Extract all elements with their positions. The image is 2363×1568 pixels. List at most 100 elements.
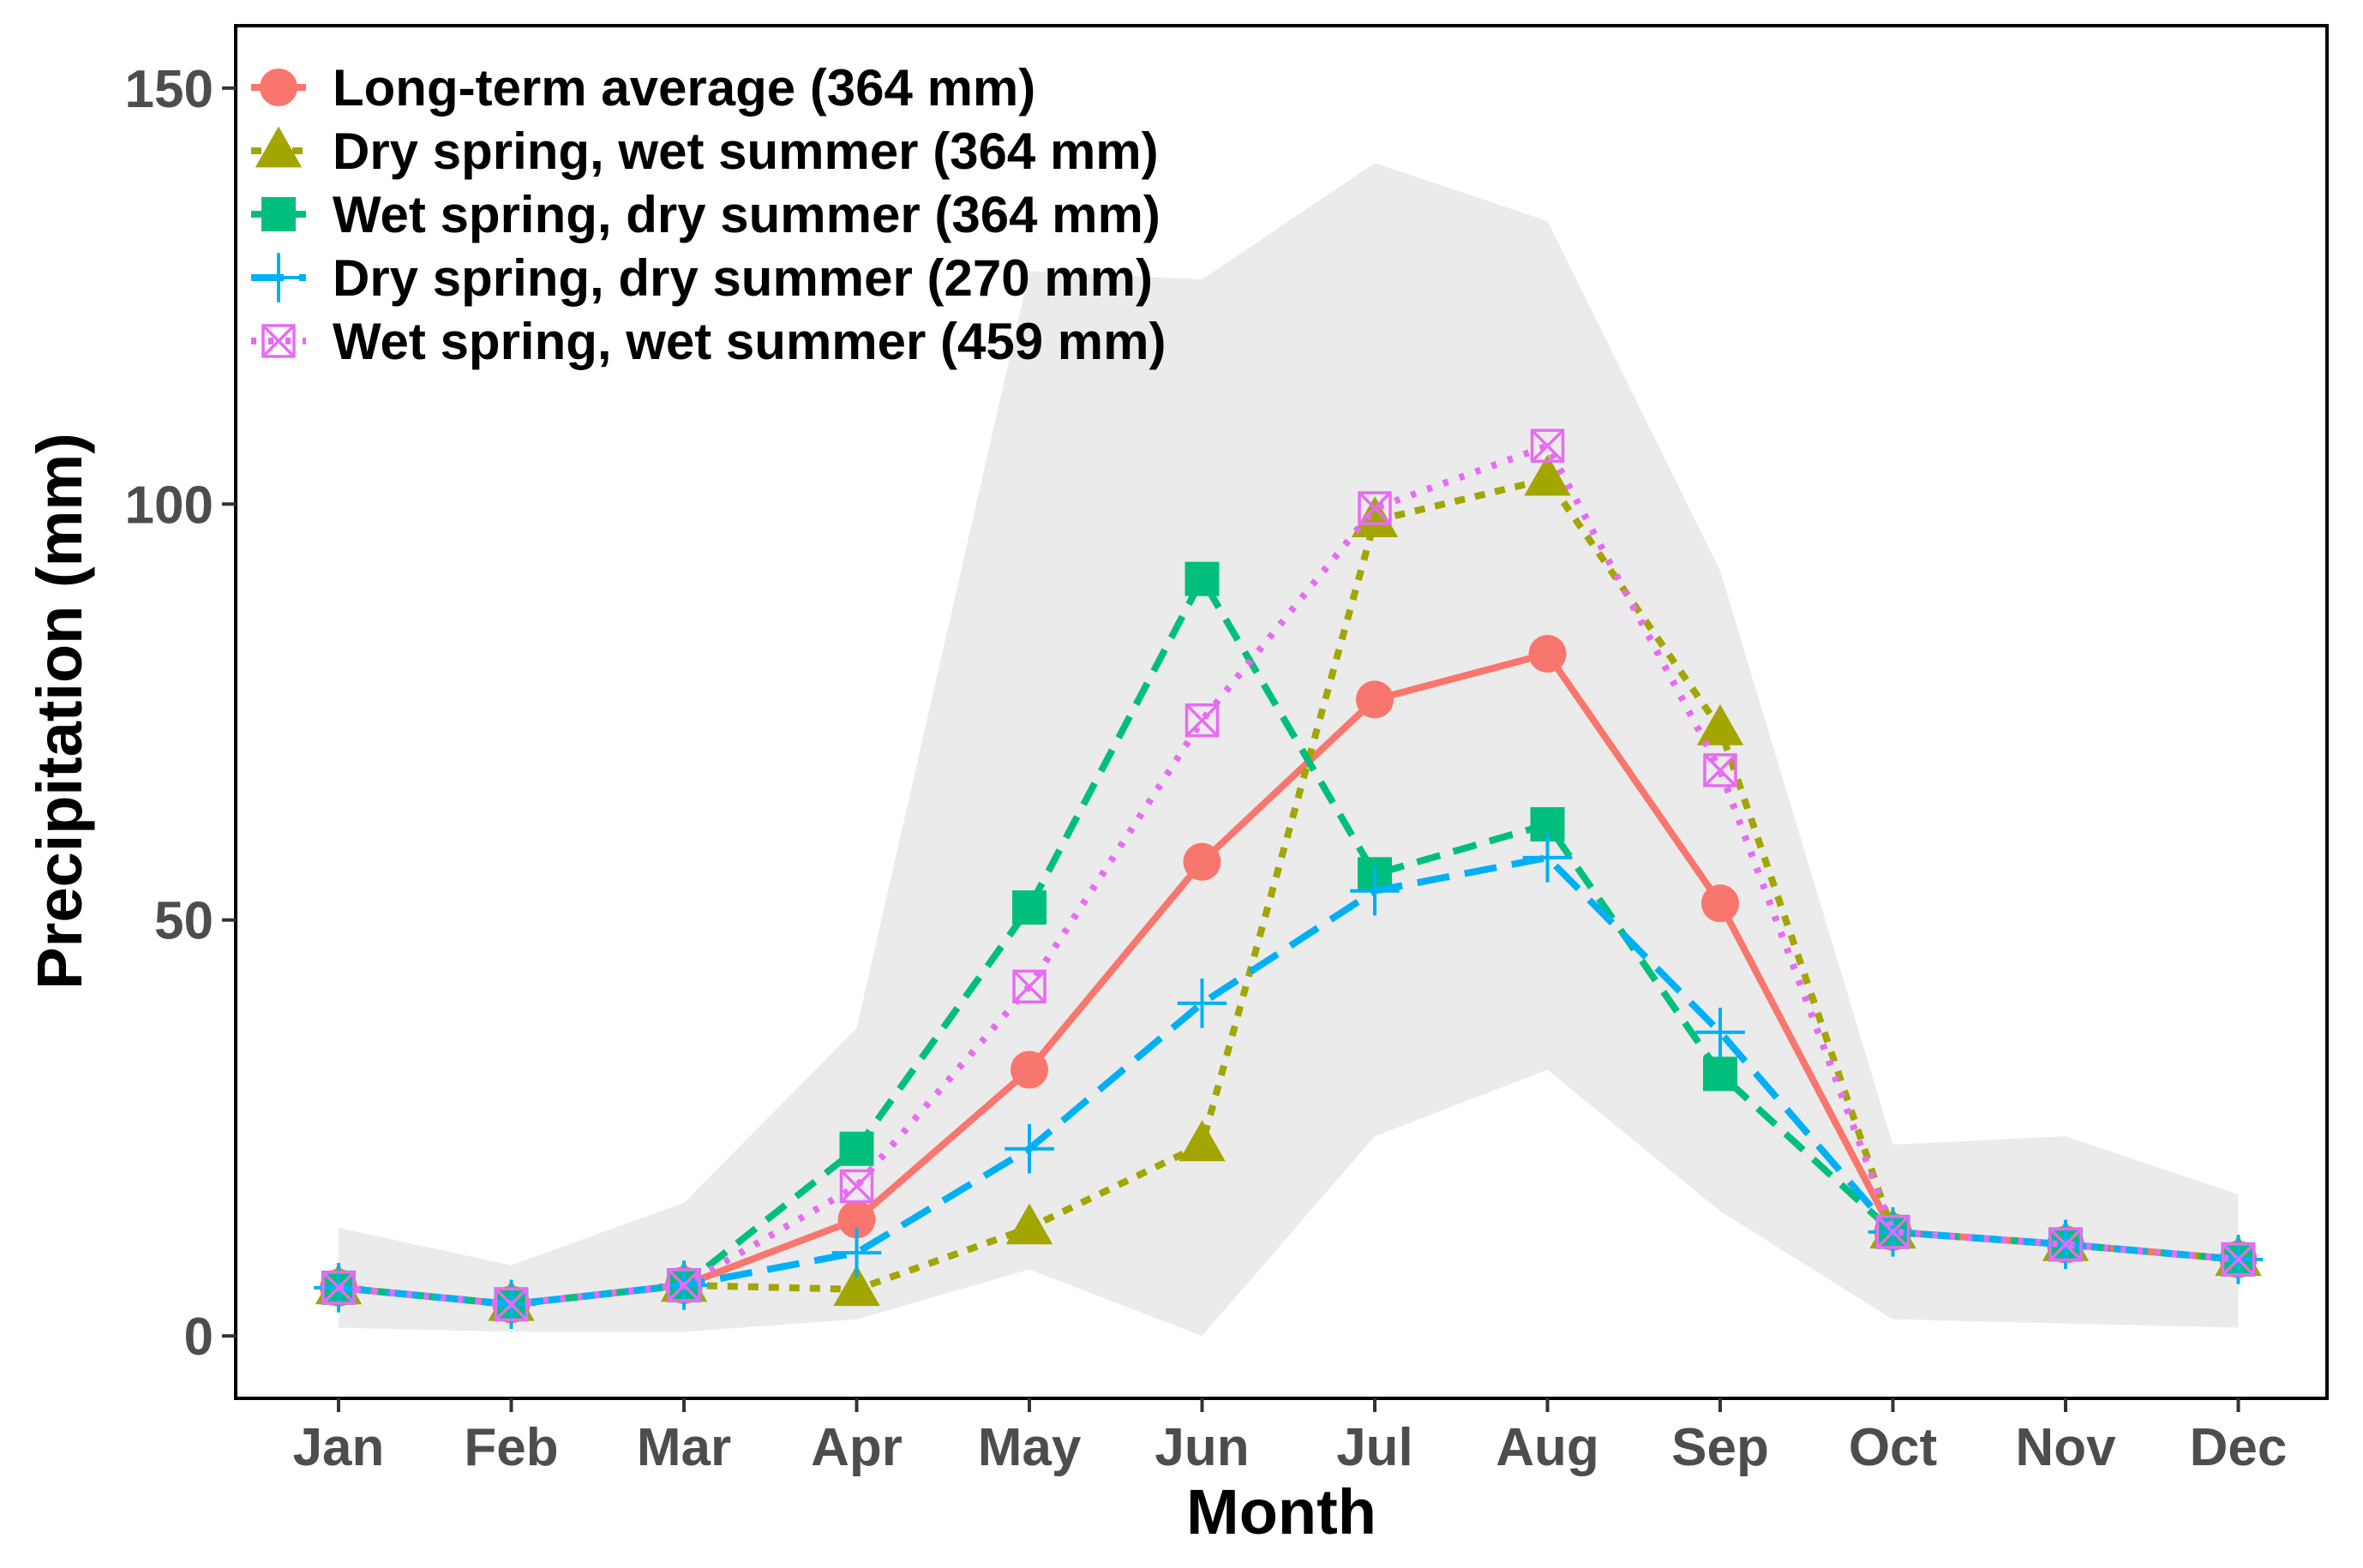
legend: Long-term average (364 mm) Dry spring, we… (251, 59, 1166, 370)
y-tick-label-3: 150 (125, 60, 213, 119)
series-3-point-6 (1350, 865, 1400, 916)
series-4-point-2-diag2 (667, 1268, 701, 1302)
series-4-point-2-box (667, 1268, 701, 1302)
series-4 (321, 428, 2256, 1322)
series-4-point-5 (1184, 703, 1220, 738)
legend-key-marker-0 (260, 69, 297, 106)
series-4-point-10-diag2 (2048, 1228, 2083, 1261)
series-4-point-9-box (1875, 1215, 1910, 1249)
series-4-point-3 (839, 1169, 874, 1204)
series-1-point-4 (1005, 1203, 1053, 1245)
series-4-point-11-box (2221, 1242, 2256, 1277)
series-0-point-3-shape (837, 1200, 876, 1239)
series-4-point-7 (1530, 428, 1565, 464)
series-2-point-3 (839, 1131, 874, 1166)
legend-key-marker-1-shape (255, 126, 303, 168)
series-0-point-7 (1528, 635, 1567, 673)
series-1-point-6-shape (1351, 496, 1399, 538)
legend-item-3: Dry spring, dry summer (270 mm) (251, 249, 1153, 307)
series-3-point-5 (1177, 979, 1227, 1028)
series-1-point-3 (833, 1265, 880, 1307)
series-4-point-1-box (494, 1287, 529, 1322)
series-4-point-6-diag2 (1358, 491, 1392, 525)
series-4-point-0 (321, 1271, 356, 1305)
plot-panel-border (234, 24, 2329, 1400)
series-4-point-7-diag2 (1531, 429, 1564, 463)
series-1-point-5 (1179, 1120, 1226, 1162)
series-1-point-8-shape (1696, 703, 1744, 745)
legend-key-marker-0-shape (260, 69, 297, 106)
series-2-point-3-shape (839, 1131, 874, 1166)
series-2-point-4 (1012, 890, 1047, 925)
series-4-point-3-box (839, 1169, 874, 1204)
series-1-point-8 (1696, 703, 1744, 745)
series-3-point-4 (1005, 1123, 1054, 1174)
series-0-point-8-shape (1701, 884, 1739, 923)
series-4-point-7-box (1530, 428, 1565, 464)
series-1-point-6 (1351, 496, 1399, 538)
series-4-point-4 (1012, 969, 1047, 1004)
x-axis: Jan Feb Mar Apr May Jun Jul Aug Sep Oct Nov Dec (293, 1398, 2288, 1477)
legend-key-marker-2 (261, 197, 296, 231)
legend-item-2: Wet spring, dry summer (364 mm) (251, 186, 1161, 243)
x-tick-label-5: Jun (1155, 1418, 1249, 1477)
x-tick-label-7: Aug (1496, 1418, 1599, 1477)
series-4-point-3-diag2 (840, 1170, 873, 1203)
series-0-point-8 (1701, 884, 1739, 923)
series-4-point-5-diag2 (1185, 703, 1219, 737)
series-4-point-9 (1875, 1215, 1910, 1249)
legend-item-1: Dry spring, wet summer (364 mm) (251, 123, 1159, 180)
series-0-point-4 (1011, 1050, 1048, 1089)
range-band-layer (339, 163, 2239, 1337)
series-4-point-0-box (321, 1271, 356, 1305)
x-tick-label-11: Dec (2190, 1418, 2288, 1477)
series-1-point-5-shape (1179, 1120, 1226, 1162)
series-2-point-8-shape (1703, 1056, 1737, 1092)
x-tick-label-3: Apr (811, 1418, 903, 1477)
range-band (339, 163, 2239, 1337)
series-4-point-11-diag2 (2222, 1242, 2255, 1277)
y-tick-label-1: 50 (154, 892, 213, 951)
series-4-point-10 (2048, 1227, 2083, 1262)
series-4-point-0-diag2 (321, 1271, 356, 1305)
series-2-point-5-shape (1184, 561, 1220, 596)
legend-label-0: Long-term average (364 mm) (333, 59, 1035, 117)
series-4-point-10-box (2048, 1227, 2083, 1262)
series-3-point-7 (1522, 833, 1573, 883)
series-2-point-8 (1703, 1056, 1737, 1092)
series-2-point-4-shape (1012, 890, 1047, 925)
x-tick-label-10: Nov (2015, 1418, 2116, 1477)
series-4-point-8-box (1703, 753, 1737, 787)
series-1-point-7-shape (1524, 454, 1571, 496)
series-0-point-3 (837, 1200, 876, 1239)
series-4-point-6 (1358, 491, 1392, 525)
legend-key-marker-3 (254, 253, 303, 302)
x-tick-label-0: Jan (293, 1418, 385, 1477)
series-4-point-4-diag2 (1012, 970, 1047, 1003)
series-4-point-11 (2221, 1242, 2256, 1277)
series-layer (314, 428, 2264, 1330)
series-4-point-5-box (1184, 703, 1220, 738)
legend-key-marker-2-shape (261, 197, 296, 231)
series-4-point-9-diag2 (1876, 1215, 1910, 1249)
legend-label-1: Dry spring, wet summer (364 mm) (333, 123, 1159, 180)
series-4-point-2 (667, 1268, 701, 1302)
x-tick-label-9: Oct (1849, 1418, 1937, 1477)
x-tick-label-1: Feb (464, 1418, 558, 1477)
series-4-point-1-diag2 (495, 1288, 528, 1321)
legend-item-0: Long-term average (364 mm) (251, 59, 1035, 117)
legend-item-4: Wet spring, wet summer (459 mm) (251, 313, 1166, 370)
x-tick-label-4: May (978, 1418, 1082, 1477)
x-tick-label-8: Sep (1671, 1418, 1769, 1477)
legend-label-2: Wet spring, dry summer (364 mm) (333, 186, 1161, 243)
legend-label-3: Dry spring, dry summer (270 mm) (333, 249, 1153, 307)
series-2-point-5 (1184, 561, 1220, 596)
x-tick-label-6: Jul (1336, 1418, 1413, 1477)
y-axis-title: Precipitation (mm) (24, 433, 95, 990)
series-1-point-4-shape (1005, 1203, 1053, 1245)
series-0-point-5-shape (1183, 842, 1221, 881)
series-0-point-6 (1356, 680, 1394, 719)
series-4-point-1 (494, 1287, 529, 1322)
series-3-line (338, 853, 2239, 1308)
